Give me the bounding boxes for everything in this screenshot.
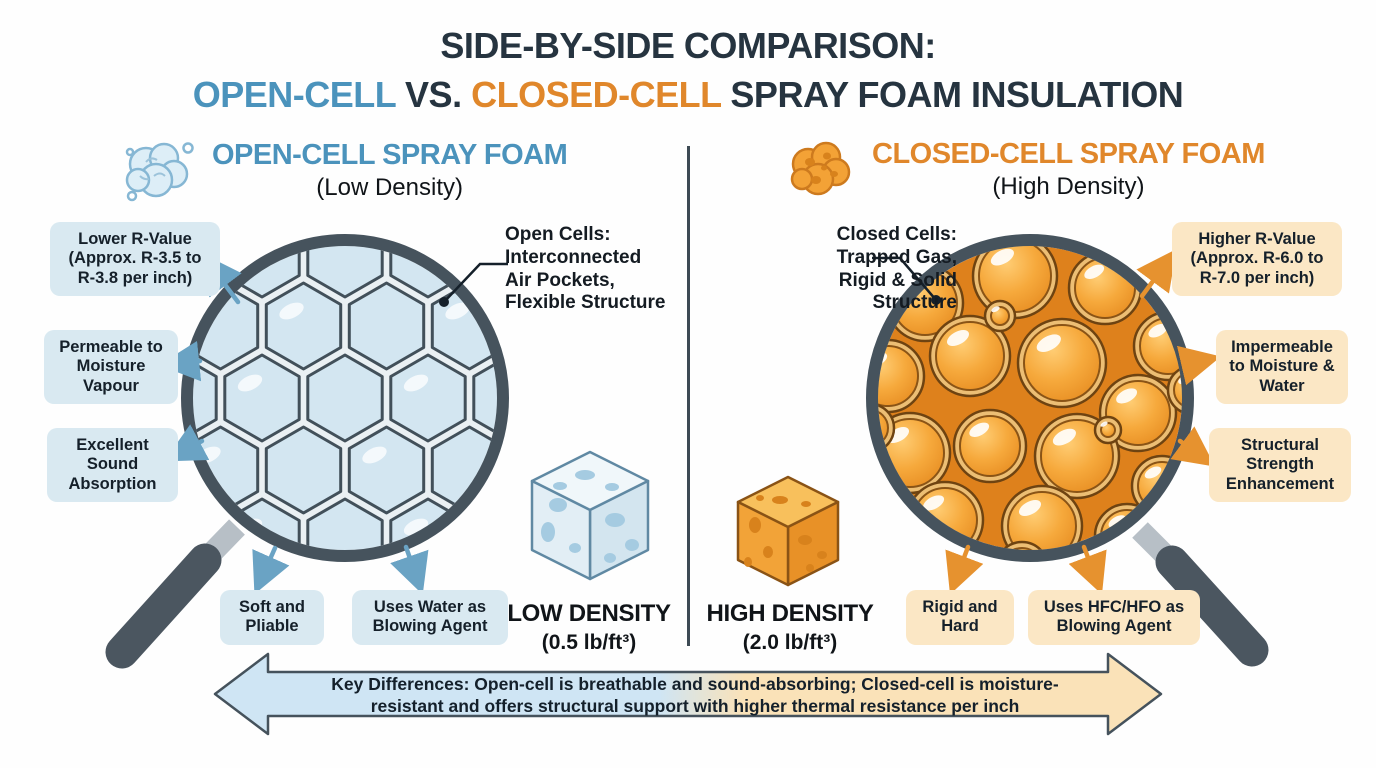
label-rigid-hard: Rigid and Hard: [906, 590, 1014, 645]
label-water-blowing-agent: Uses Water as Blowing Agent: [352, 590, 508, 645]
open-section-title: OPEN-CELL SPRAY FOAM: [212, 138, 568, 171]
center-divider: [687, 146, 690, 646]
low-density-cube: [530, 450, 650, 581]
label-permeable-moisture: Permeable to Moisture Vapour: [44, 330, 178, 404]
closed-feature-arrows: [945, 248, 1221, 595]
title-closed-cell: CLOSED-CELL: [471, 73, 721, 115]
label-hfc-blowing-agent: Uses HFC/HFO as Blowing Agent: [1028, 590, 1200, 645]
foam-cloud-icon: [125, 142, 194, 202]
low-density-caption: LOW DENSITY (0.5 lb/ft³): [507, 600, 671, 654]
page-title: SIDE-BY-SIDE COMPARISON: OPEN-CELL VS. C…: [0, 22, 1376, 119]
key-differences-label: Key Differences:: [331, 674, 470, 694]
label-sound-absorption: Excellent Sound Absorption: [47, 428, 178, 502]
key-differences-text: Key Differences: Open-cell is breathable…: [331, 674, 1059, 716]
open-cells-callout: [439, 262, 508, 307]
open-section-header: OPEN-CELL SPRAY FOAM (Low Density): [118, 134, 568, 206]
closed-section-title: CLOSED-CELL SPRAY FOAM: [872, 137, 1265, 170]
closed-section-header: CLOSED-CELL SPRAY FOAM (High Density): [782, 134, 1265, 204]
open-section-subtitle: (Low Density): [316, 173, 463, 201]
label-soft-pliable: Soft and Pliable: [220, 590, 324, 645]
high-density-cube: [736, 475, 840, 587]
open-cells-note: Open Cells: Interconnected Air Pockets, …: [505, 224, 666, 314]
open-feature-arrows: [158, 253, 429, 595]
closed-section-subtitle: (High Density): [992, 172, 1145, 200]
high-density-caption: HIGH DENSITY (2.0 lb/ft³): [706, 600, 874, 654]
closed-cells-note: Closed Cells: Trapped Gas, Rigid & Solid…: [836, 224, 957, 314]
label-structural-strength: Structural Strength Enhancement: [1209, 428, 1351, 502]
label-lower-r-value: Lower R-Value (Approx. R-3.5 to R-3.8 pe…: [50, 222, 220, 296]
title-line1: SIDE-BY-SIDE COMPARISON:: [440, 25, 936, 66]
label-higher-r-value: Higher R-Value (Approx. R-6.0 to R-7.0 p…: [1172, 222, 1342, 296]
label-impermeable-moisture: Impermeable to Moisture & Water: [1216, 330, 1348, 404]
foam-blob-icon: [790, 141, 851, 196]
title-line2: OPEN-CELL VS. CLOSED-CELL SPRAY FOAM INS…: [192, 73, 1184, 115]
title-open-cell: OPEN-CELL: [192, 73, 396, 115]
